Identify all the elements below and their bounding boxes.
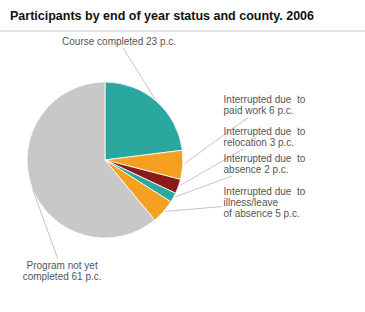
slices <box>27 82 183 238</box>
slice <box>105 82 182 160</box>
slice-label: Interrupted due toabsence 2 p.c. <box>224 153 306 175</box>
slice <box>27 82 155 238</box>
chart: Participants by end of year status and c… <box>0 0 365 312</box>
leader-lines <box>32 48 248 259</box>
leader-line <box>166 207 222 212</box>
labels: Course completed 23 p.c. Interrupted due … <box>23 36 306 282</box>
slice-label: Program not yetcompleted 61 p.c. <box>23 260 102 282</box>
title-rule <box>0 31 365 32</box>
slice-label: Interrupted due topaid work 6 p.c. <box>224 94 306 116</box>
slice-label: Interrupted due toillness/leaveof absenc… <box>224 186 306 219</box>
leader-line <box>123 48 155 100</box>
leader-line <box>32 188 57 258</box>
slice-label: Interrupted due torelocation 3 p.c. <box>224 126 306 148</box>
title: Participants by end of year status and c… <box>10 9 314 23</box>
slice-label: Course completed 23 p.c. <box>62 36 176 47</box>
chart-container: Participants by end of year status and c… <box>0 0 365 312</box>
